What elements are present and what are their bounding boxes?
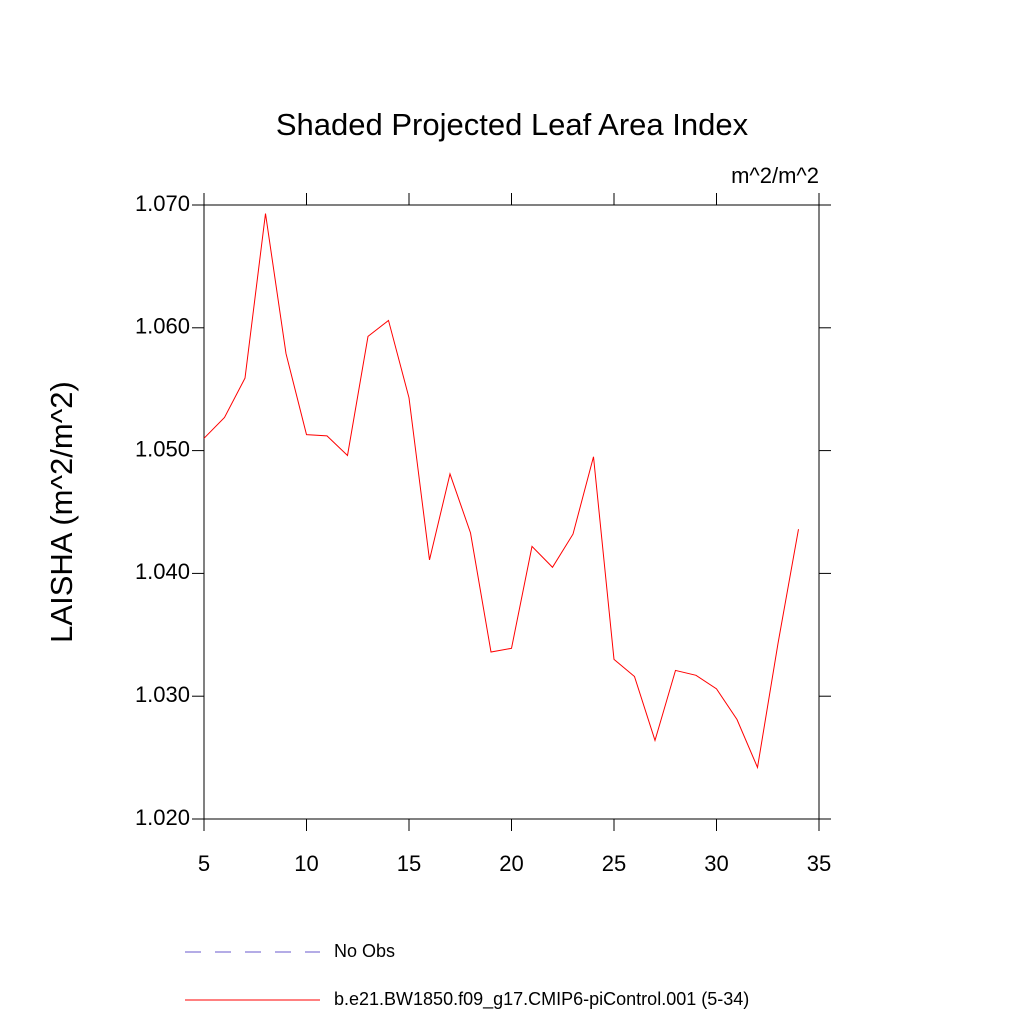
x-tick-label: 30	[704, 851, 728, 876]
data-line	[203, 213, 799, 770]
x-tick-label: 35	[807, 851, 831, 876]
units-label: m^2/m^2	[731, 163, 819, 188]
y-tick-label: 1.050	[135, 436, 190, 461]
legend-label: No Obs	[334, 941, 395, 961]
chart-title: Shaded Projected Leaf Area Index	[276, 107, 749, 142]
y-tick-label: 1.070	[135, 191, 190, 216]
x-tick-label: 25	[602, 851, 626, 876]
legend-label: b.e21.BW1850.f09_g17.CMIP6-piControl.001…	[334, 989, 749, 1010]
y-tick-label: 1.030	[135, 682, 190, 707]
y-tick-label: 1.040	[135, 559, 190, 584]
y-axis-title: LAISHA (m^2/m^2)	[44, 381, 79, 643]
x-tick-label: 20	[499, 851, 523, 876]
y-tick-label: 1.020	[135, 805, 190, 830]
y-tick-label: 1.060	[135, 314, 190, 339]
x-tick-label: 5	[198, 851, 210, 876]
x-tick-label: 15	[397, 851, 421, 876]
x-tick-label: 10	[294, 851, 318, 876]
